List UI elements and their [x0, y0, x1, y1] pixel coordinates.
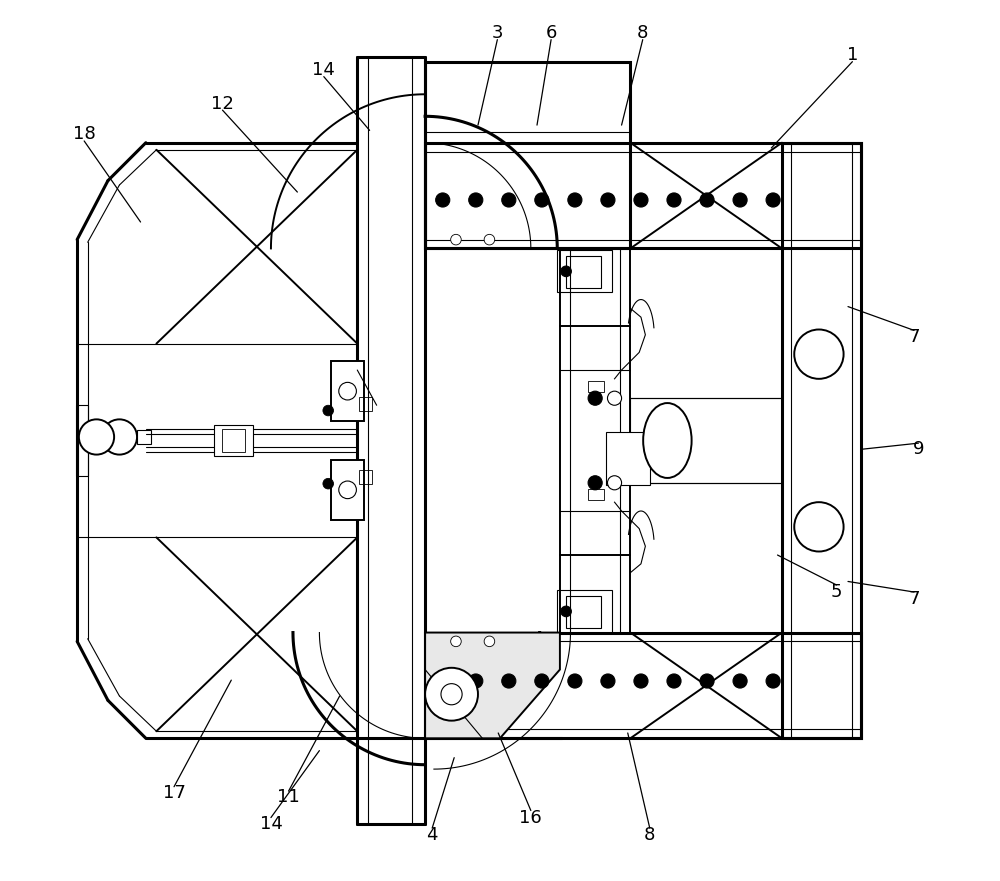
Bar: [566, 596, 601, 628]
Circle shape: [568, 674, 582, 688]
Text: 11: 11: [277, 788, 300, 806]
Circle shape: [700, 193, 714, 207]
Text: 12: 12: [211, 95, 234, 113]
Bar: [331, 460, 364, 520]
Circle shape: [339, 382, 356, 400]
Circle shape: [451, 636, 461, 647]
Text: 8: 8: [644, 826, 655, 844]
Circle shape: [667, 674, 681, 688]
Bar: [331, 361, 364, 421]
Text: 7: 7: [908, 328, 920, 345]
Circle shape: [484, 234, 495, 245]
Circle shape: [484, 636, 495, 647]
Circle shape: [733, 193, 747, 207]
Text: 17: 17: [163, 784, 185, 802]
Circle shape: [436, 193, 450, 207]
Bar: [359, 397, 372, 411]
Bar: [425, 143, 861, 248]
Bar: [560, 248, 630, 633]
Text: 18: 18: [73, 125, 96, 143]
Text: 4: 4: [426, 826, 438, 844]
Circle shape: [79, 419, 114, 455]
Text: 5: 5: [831, 583, 842, 601]
Text: 8: 8: [637, 25, 648, 42]
Circle shape: [502, 674, 516, 688]
Text: 16: 16: [519, 809, 542, 826]
Circle shape: [535, 674, 549, 688]
Bar: [557, 250, 612, 292]
Bar: [606, 432, 650, 485]
Circle shape: [601, 193, 615, 207]
Circle shape: [588, 476, 602, 490]
Bar: [77, 405, 88, 476]
Bar: [425, 633, 861, 738]
Text: 1: 1: [847, 46, 858, 63]
Bar: [359, 470, 372, 484]
Bar: [782, 143, 861, 738]
Circle shape: [436, 674, 450, 688]
Circle shape: [794, 329, 844, 379]
Text: 7: 7: [908, 590, 920, 608]
Circle shape: [766, 193, 780, 207]
Text: 3: 3: [492, 25, 503, 42]
Bar: [137, 430, 151, 444]
Bar: [588, 489, 604, 500]
Circle shape: [451, 234, 461, 245]
Circle shape: [469, 674, 483, 688]
Circle shape: [535, 193, 549, 207]
Circle shape: [339, 481, 356, 499]
Circle shape: [733, 674, 747, 688]
Circle shape: [607, 391, 622, 405]
Circle shape: [502, 193, 516, 207]
Bar: [630, 398, 782, 483]
Circle shape: [323, 478, 333, 489]
Circle shape: [607, 476, 622, 490]
Circle shape: [323, 405, 333, 416]
Circle shape: [601, 674, 615, 688]
Text: 9: 9: [913, 440, 924, 458]
Text: 14: 14: [312, 62, 335, 79]
Bar: [557, 590, 612, 633]
Ellipse shape: [643, 403, 692, 478]
Circle shape: [441, 684, 462, 705]
Circle shape: [425, 668, 478, 721]
Circle shape: [794, 502, 844, 552]
Text: 14: 14: [260, 815, 282, 833]
Circle shape: [634, 674, 648, 688]
Bar: [222, 429, 245, 452]
Circle shape: [568, 193, 582, 207]
Circle shape: [561, 266, 571, 277]
Polygon shape: [425, 633, 560, 738]
Circle shape: [561, 606, 571, 617]
Bar: [566, 256, 601, 288]
Bar: [425, 62, 630, 248]
Circle shape: [667, 193, 681, 207]
Circle shape: [102, 419, 137, 455]
Bar: [214, 425, 253, 456]
Circle shape: [588, 391, 602, 405]
Circle shape: [766, 674, 780, 688]
Circle shape: [700, 674, 714, 688]
Circle shape: [469, 193, 483, 207]
Bar: [588, 381, 604, 392]
Text: 6: 6: [545, 25, 557, 42]
Circle shape: [634, 193, 648, 207]
